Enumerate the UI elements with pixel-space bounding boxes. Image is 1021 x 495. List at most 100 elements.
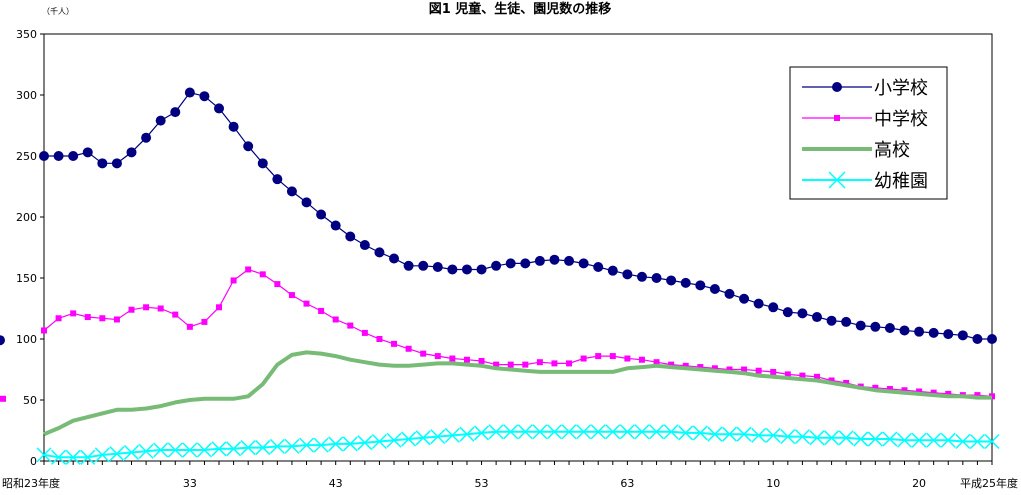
data-point — [259, 271, 266, 278]
legend-label: 高校 — [874, 140, 910, 161]
data-point — [870, 321, 881, 332]
data-point — [226, 441, 242, 457]
data-point — [811, 312, 822, 323]
data-point — [666, 275, 677, 286]
data-point — [444, 427, 460, 443]
x-tick-label: 昭和23年度 — [2, 476, 60, 490]
data-point — [739, 293, 750, 304]
y-tick-label: 150 — [16, 272, 37, 285]
data-point — [318, 307, 325, 314]
data-point — [945, 390, 952, 397]
data-point — [707, 426, 723, 442]
y-tick-label: 250 — [16, 150, 37, 163]
legend-marker — [828, 171, 846, 189]
data-point — [257, 158, 268, 169]
data-point — [782, 307, 793, 318]
data-point — [619, 424, 635, 440]
data-point — [987, 334, 997, 344]
data-point — [216, 304, 223, 311]
data-point — [576, 424, 592, 440]
data-point — [911, 432, 927, 448]
data-point — [797, 308, 808, 319]
data-point — [653, 359, 660, 366]
data-point — [432, 262, 443, 273]
data-point — [269, 438, 285, 454]
data-point — [580, 355, 587, 362]
data-point — [855, 320, 866, 331]
data-point — [916, 388, 923, 395]
series-0 — [0, 87, 997, 346]
data-point — [157, 305, 164, 312]
data-point — [507, 361, 514, 368]
data-point — [609, 353, 616, 360]
data-point — [799, 372, 806, 379]
data-point — [123, 444, 140, 460]
data-point — [751, 427, 767, 443]
data-point — [517, 424, 533, 440]
data-point — [695, 280, 706, 291]
data-point — [914, 326, 925, 337]
data-point — [566, 360, 573, 367]
y-tick-label: 0 — [30, 455, 37, 468]
data-point — [386, 432, 402, 448]
data-point — [415, 430, 431, 446]
legend-label: 幼稚園 — [874, 171, 928, 192]
data-point — [651, 273, 662, 283]
data-point — [741, 366, 748, 373]
data-point — [196, 442, 212, 458]
legend-item: 中学校 — [802, 109, 928, 130]
data-point — [55, 315, 62, 322]
data-point — [901, 387, 908, 394]
data-point — [884, 323, 895, 334]
data-point — [503, 424, 519, 440]
data-point — [794, 429, 810, 445]
data-point — [138, 443, 154, 459]
data-point — [51, 449, 67, 465]
y-tick-label: 300 — [16, 89, 37, 102]
series-3 — [37, 424, 1000, 465]
data-point — [447, 264, 458, 275]
data-point — [286, 186, 297, 197]
x-tick-label: 平成25年度 — [960, 476, 1018, 490]
data-point — [697, 364, 704, 371]
data-point — [272, 174, 283, 185]
data-point — [809, 430, 825, 446]
data-point — [974, 392, 981, 399]
y-tick-label: 200 — [16, 211, 37, 224]
data-point — [493, 361, 500, 368]
data-point — [463, 356, 470, 363]
data-point — [84, 314, 91, 321]
data-point — [82, 147, 93, 158]
data-point — [841, 316, 852, 327]
y-tick-label: 100 — [16, 333, 37, 346]
legend-marker — [834, 115, 840, 121]
data-point — [303, 300, 310, 307]
data-point — [721, 426, 738, 442]
data-point — [638, 356, 645, 363]
data-point — [853, 431, 869, 447]
data-point — [692, 425, 708, 441]
data-point — [430, 429, 446, 445]
x-tick-label: 43 — [329, 477, 343, 490]
data-point — [549, 254, 560, 265]
data-point — [371, 433, 387, 450]
data-point — [345, 231, 356, 242]
data-point — [622, 269, 633, 280]
data-point — [401, 431, 417, 447]
series-line — [43, 430, 992, 459]
data-point — [301, 197, 312, 208]
x-tick-label: 33 — [183, 477, 197, 490]
legend-label: 小学校 — [874, 78, 928, 99]
data-point — [274, 281, 281, 288]
data-point — [99, 315, 106, 322]
data-point — [172, 311, 179, 318]
data-point — [926, 432, 942, 448]
data-point — [957, 330, 968, 341]
data-point — [376, 336, 383, 342]
data-point — [546, 424, 562, 440]
data-point — [186, 323, 193, 330]
series-line — [43, 350, 992, 437]
data-point — [668, 361, 675, 368]
